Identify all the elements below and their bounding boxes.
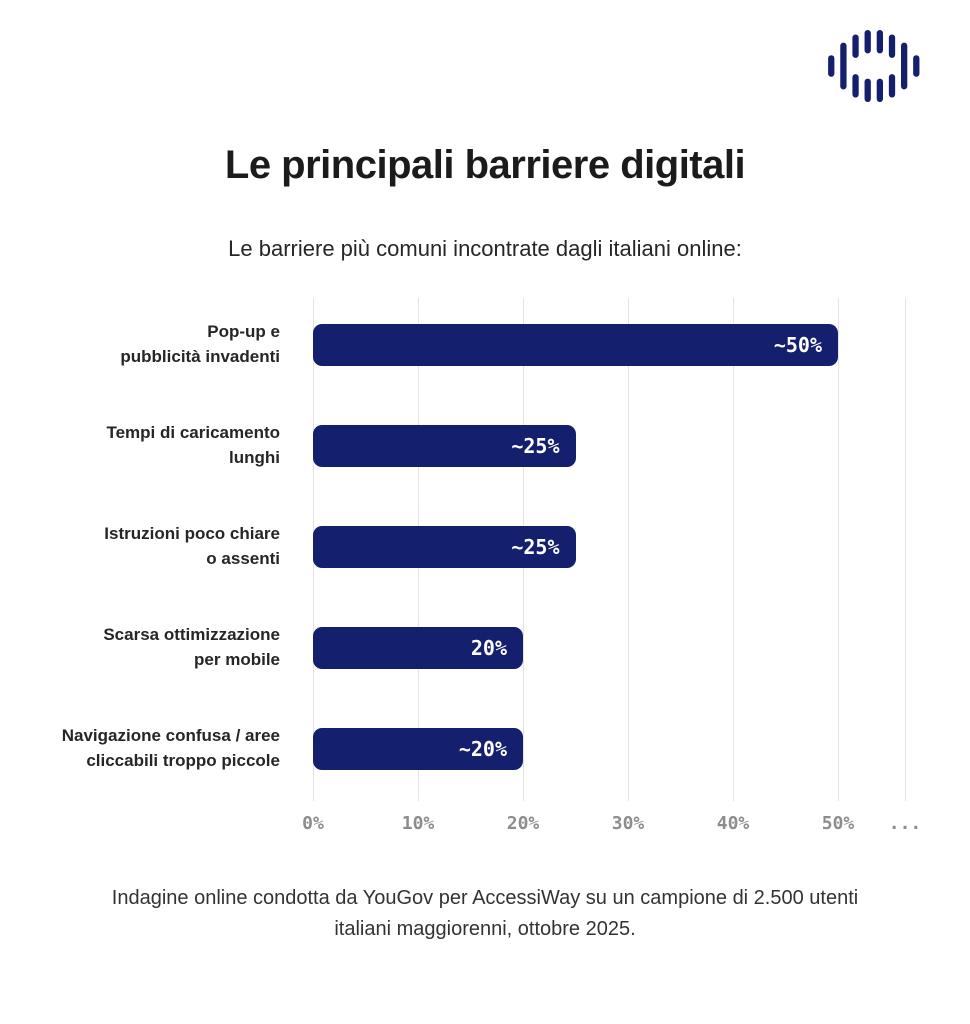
bar: ~25% — [313, 424, 576, 467]
gridline — [838, 298, 839, 801]
x-axis: 0% 10% 20% 30% 40% 50%... — [302, 809, 921, 845]
x-tick-label: 30% — [611, 813, 645, 834]
bar-track: ~25% — [313, 424, 907, 467]
category-label: Scarsa ottimizzazione per mobile — [103, 624, 280, 669]
bar-track: ~20% — [313, 727, 907, 770]
gridline — [733, 298, 734, 801]
category-label: Istruzioni poco chiare o assenti — [104, 523, 280, 568]
accessiway-logo-icon — [828, 30, 920, 102]
page-title: Le principali barriere digitali — [224, 143, 746, 187]
bar-track: 20% — [313, 626, 907, 669]
bar-track: ~50% — [313, 323, 907, 366]
bar-value-label: ~20% — [458, 736, 507, 761]
category-label: Navigazione confusa / aree cliccabili tr… — [61, 725, 280, 770]
source-note: Indagine online condotta da YouGov per A… — [111, 887, 859, 940]
bar: ~50% — [313, 323, 838, 366]
x-tick-label: 50% — [821, 813, 855, 834]
bar: ~25% — [313, 525, 576, 568]
bar: ~20% — [313, 727, 523, 770]
bar-value-label: ~25% — [511, 433, 560, 458]
bar-row: Scarsa ottimizzazione per mobile 20% — [18, 597, 925, 698]
bar-value-label: ~25% — [511, 534, 560, 559]
footer: Indagine online condotta da YouGov per A… — [0, 883, 970, 945]
x-tick-label: 40% — [716, 813, 750, 834]
category-label: Tempi di caricamento lunghi — [106, 422, 280, 467]
bar-chart: Pop-up e pubblicità invadenti ~50% Tempi d… — [18, 294, 925, 845]
main-content: Pop-up e pubblicità invadenti ~50% Tempi d… — [0, 294, 970, 845]
x-tick-label: ... — [888, 813, 922, 834]
bar-value-label: ~50% — [773, 332, 822, 357]
gridline — [905, 298, 906, 801]
header: Le principali barriere digitali Le barri… — [0, 30, 970, 262]
chart-rows: Pop-up e pubblicità invadenti ~50% Tempi d… — [18, 294, 925, 799]
bar-row: Pop-up e pubblicità invadenti ~50% — [18, 294, 925, 395]
bar-value-label: 20% — [470, 635, 507, 660]
bar-row: Navigazione confusa / aree cliccabili tr… — [18, 698, 925, 799]
bar: 20% — [313, 626, 523, 669]
gridline — [628, 298, 629, 801]
x-tick-label: 20% — [506, 813, 540, 834]
bar-row: Istruzioni poco chiare o assenti ~25% — [18, 496, 925, 597]
bar-row: Tempi di caricamento lunghi ~25% — [18, 395, 925, 496]
bar-track: ~25% — [313, 525, 907, 568]
x-tick-label: 10% — [401, 813, 435, 834]
x-tick-label: 0% — [302, 813, 324, 834]
category-label: Pop-up e pubblicità invadenti — [120, 321, 280, 366]
accessiway-logo — [828, 30, 920, 102]
page-subtitle: Le barriere più comuni incontrate dagli … — [228, 236, 742, 261]
